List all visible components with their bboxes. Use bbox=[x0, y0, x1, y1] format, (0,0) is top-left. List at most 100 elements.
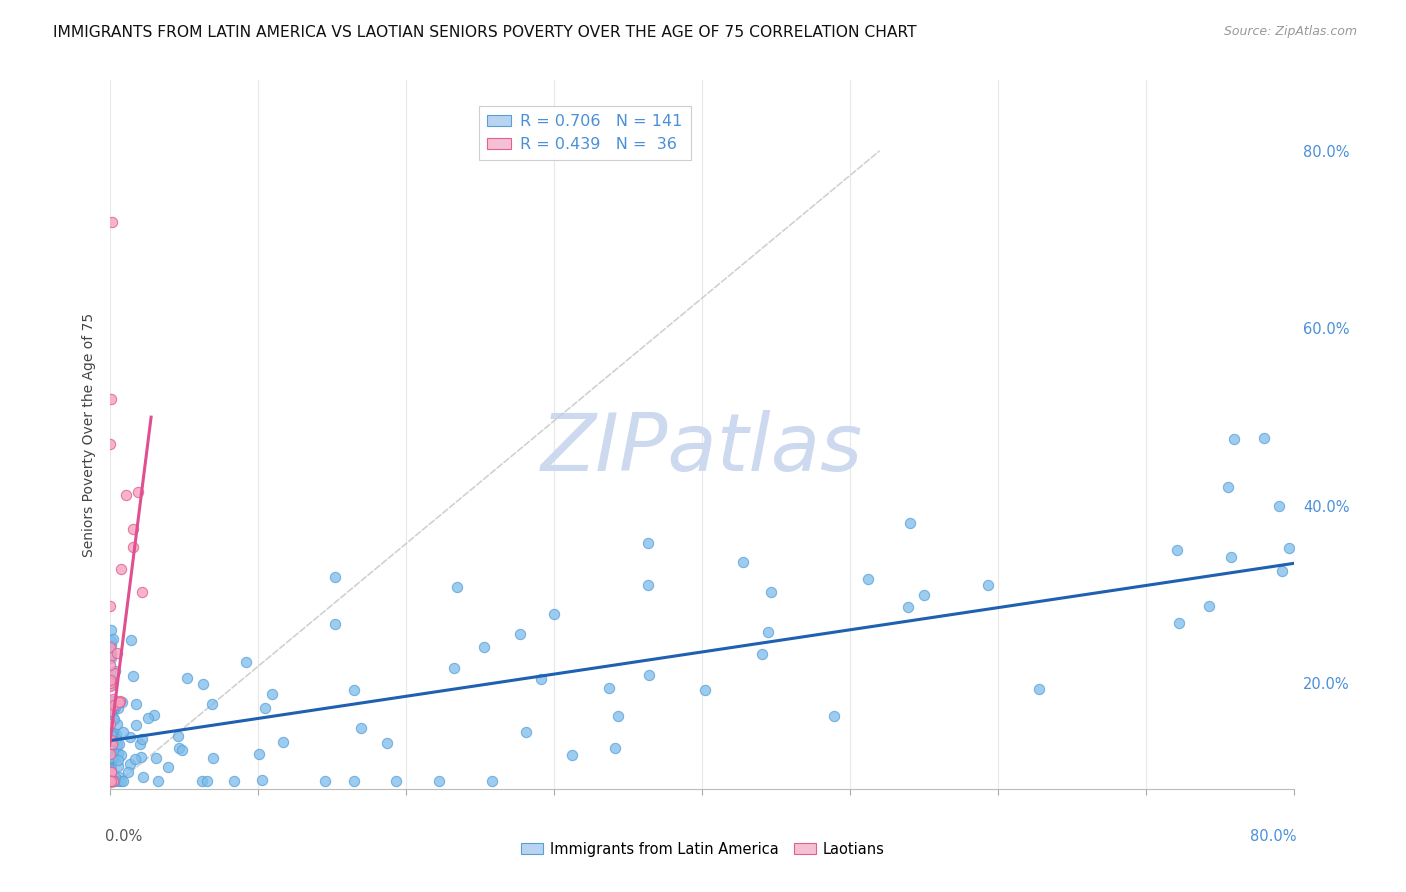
Point bbox=[446, 580, 468, 594]
Point bbox=[343, 683, 366, 698]
Point bbox=[100, 773, 122, 788]
Point bbox=[100, 436, 122, 450]
Point bbox=[103, 698, 125, 712]
Point bbox=[103, 751, 125, 765]
Point bbox=[100, 756, 122, 770]
Point bbox=[693, 683, 716, 698]
Point bbox=[157, 760, 180, 774]
Point bbox=[472, 640, 495, 654]
Text: 80.0%: 80.0% bbox=[1250, 830, 1296, 844]
Point bbox=[115, 488, 138, 502]
Point bbox=[201, 751, 224, 765]
Point bbox=[101, 737, 124, 751]
Point bbox=[107, 700, 129, 714]
Point bbox=[131, 732, 153, 747]
Point bbox=[101, 694, 124, 708]
Point bbox=[100, 672, 122, 686]
Point bbox=[110, 748, 132, 763]
Point bbox=[103, 773, 125, 788]
Point bbox=[100, 724, 122, 739]
Point bbox=[443, 660, 465, 674]
Point bbox=[235, 655, 257, 669]
Point bbox=[598, 681, 620, 695]
Point bbox=[125, 717, 148, 731]
Point bbox=[100, 773, 122, 788]
Point bbox=[637, 578, 659, 592]
Point bbox=[100, 678, 122, 692]
Point bbox=[100, 728, 122, 742]
Point bbox=[530, 672, 553, 686]
Text: ZIPatlas: ZIPatlas bbox=[540, 410, 863, 488]
Point bbox=[100, 731, 122, 746]
Point bbox=[146, 773, 169, 788]
Point bbox=[125, 697, 148, 711]
Point bbox=[103, 773, 125, 788]
Point bbox=[100, 706, 122, 720]
Point bbox=[197, 773, 219, 788]
Point bbox=[1220, 550, 1243, 565]
Point bbox=[122, 669, 145, 683]
Point bbox=[167, 729, 190, 743]
Point bbox=[108, 771, 131, 785]
Point bbox=[191, 773, 214, 788]
Point bbox=[136, 711, 159, 725]
Point bbox=[112, 725, 135, 739]
Point bbox=[100, 726, 122, 740]
Point bbox=[107, 695, 129, 709]
Point bbox=[606, 709, 628, 723]
Point bbox=[104, 664, 127, 678]
Point bbox=[105, 727, 128, 741]
Point bbox=[110, 773, 132, 788]
Point bbox=[100, 651, 122, 665]
Point bbox=[1223, 432, 1246, 446]
Point bbox=[103, 666, 125, 681]
Point bbox=[100, 392, 122, 407]
Point bbox=[100, 658, 122, 673]
Point bbox=[100, 733, 122, 747]
Point bbox=[107, 753, 129, 767]
Point bbox=[191, 677, 214, 691]
Point bbox=[481, 773, 503, 788]
Point bbox=[100, 702, 122, 716]
Point bbox=[105, 646, 128, 660]
Point bbox=[1278, 541, 1301, 555]
Point bbox=[1166, 543, 1188, 558]
Point bbox=[101, 752, 124, 766]
Point bbox=[1168, 616, 1191, 631]
Point bbox=[100, 599, 122, 613]
Point bbox=[756, 624, 779, 639]
Point bbox=[103, 704, 125, 718]
Point bbox=[105, 716, 128, 731]
Point bbox=[122, 540, 145, 554]
Point bbox=[104, 770, 127, 784]
Point bbox=[350, 721, 373, 735]
Point bbox=[103, 711, 125, 725]
Point bbox=[343, 773, 366, 788]
Point bbox=[912, 588, 935, 602]
Point bbox=[100, 675, 122, 690]
Point bbox=[253, 701, 276, 715]
Point bbox=[733, 555, 755, 569]
Point bbox=[1216, 480, 1239, 494]
Point bbox=[385, 773, 408, 788]
Point bbox=[103, 712, 125, 726]
Point bbox=[103, 773, 125, 788]
Point bbox=[260, 687, 283, 701]
Point bbox=[100, 645, 122, 659]
Point bbox=[637, 536, 659, 550]
Point bbox=[271, 735, 294, 749]
Point bbox=[1271, 564, 1294, 578]
Point bbox=[172, 742, 194, 756]
Point bbox=[100, 733, 122, 747]
Point bbox=[897, 599, 920, 614]
Point bbox=[100, 773, 122, 788]
Point bbox=[100, 734, 122, 748]
Point bbox=[638, 668, 661, 682]
Point bbox=[167, 740, 190, 755]
Point bbox=[100, 717, 122, 731]
Point bbox=[100, 743, 122, 757]
Point bbox=[100, 706, 122, 720]
Point bbox=[100, 704, 122, 718]
Point bbox=[100, 746, 122, 760]
Point bbox=[103, 731, 125, 746]
